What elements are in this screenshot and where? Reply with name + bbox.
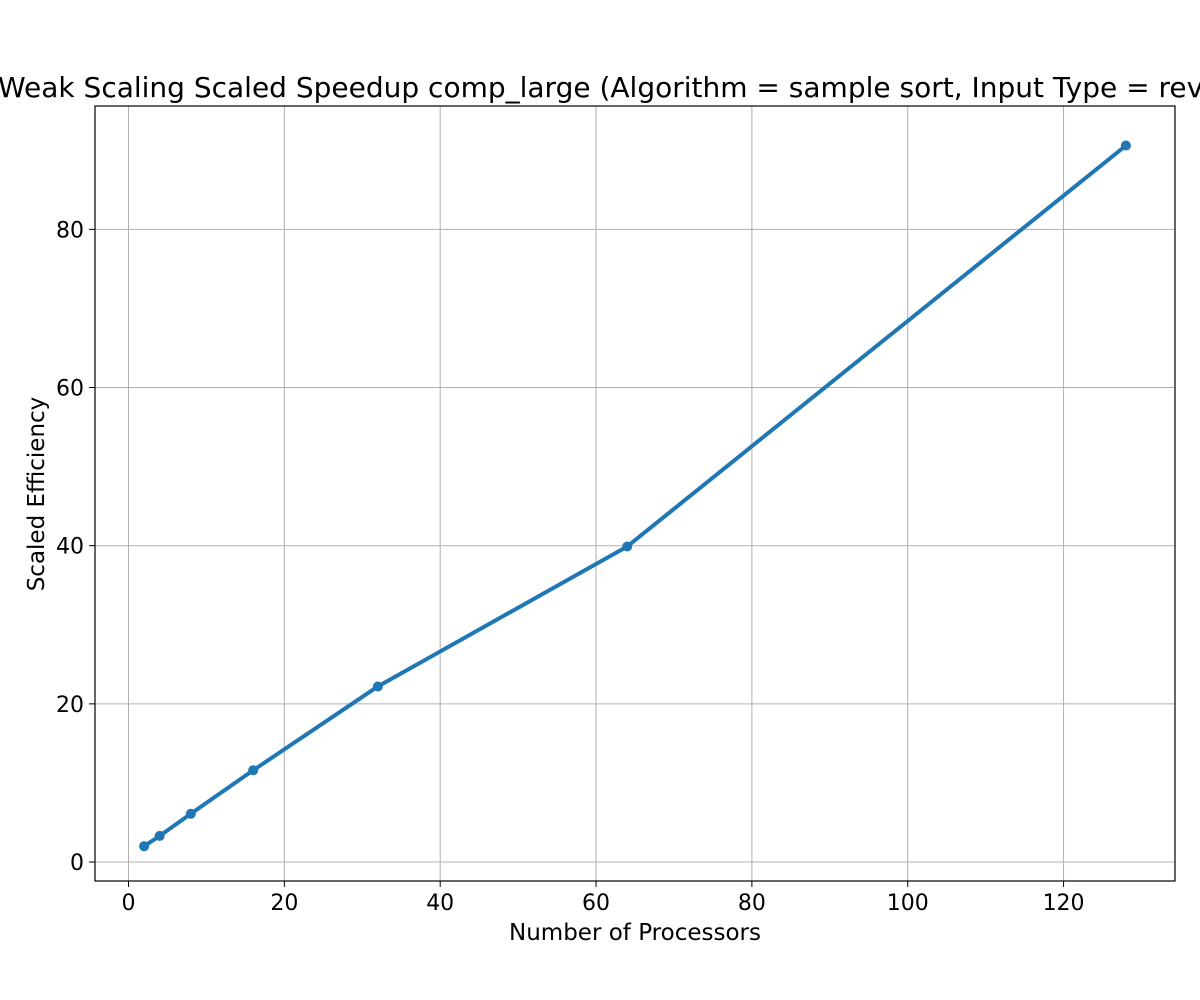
data-point <box>1120 140 1131 151</box>
x-tick-label: 120 <box>1043 891 1085 916</box>
plot-area <box>139 140 1131 852</box>
data-point <box>139 841 150 852</box>
axes-frame <box>94 105 1176 882</box>
y-tick-label: 60 <box>56 377 84 402</box>
y-tick-label: 40 <box>56 535 84 560</box>
data-point <box>372 681 383 692</box>
data-point <box>622 541 633 552</box>
x-tick-label: 0 <box>122 891 136 916</box>
x-tick-label: 60 <box>582 891 610 916</box>
y-tick-label: 0 <box>70 851 84 876</box>
y-axis-label: Scaled Efficiency <box>24 397 50 592</box>
x-axis-label: Number of Processors <box>509 920 761 946</box>
x-tick-label: 40 <box>426 891 454 916</box>
x-axis: 0 20 40 60 80 100 120 <box>122 881 1085 916</box>
grid <box>95 106 1175 881</box>
x-tick-label: 100 <box>887 891 929 916</box>
data-point <box>185 808 196 819</box>
data-point <box>248 765 259 776</box>
x-tick-label: 20 <box>270 891 298 916</box>
y-tick-label: 80 <box>56 218 84 243</box>
x-tick-label: 80 <box>738 891 766 916</box>
chart-title: Weak Scaling Scaled Speedup comp_large (… <box>0 71 1200 104</box>
y-axis: 0 20 40 60 80 <box>56 218 95 876</box>
y-tick-label: 20 <box>56 693 84 718</box>
data-point <box>154 830 165 841</box>
